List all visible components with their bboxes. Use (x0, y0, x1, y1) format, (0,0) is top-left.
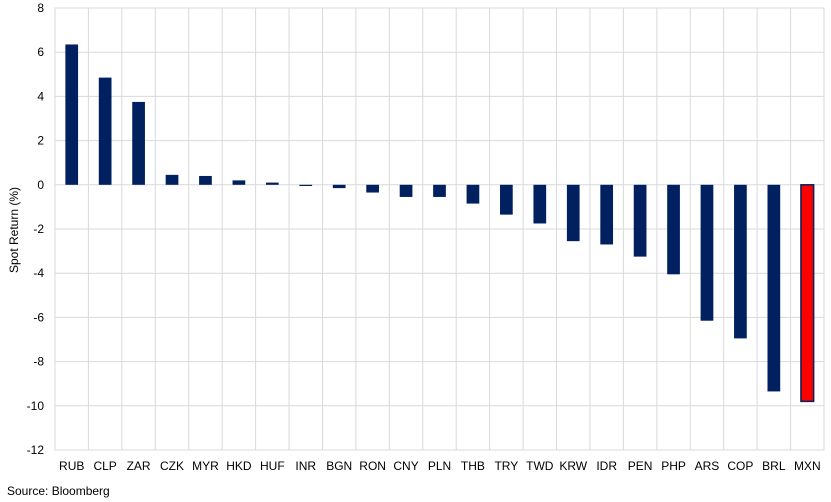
source-note: Source: Bloomberg (7, 484, 110, 498)
y-tick-label: 8 (37, 1, 44, 15)
x-tick-label: IDR (596, 459, 617, 473)
bars (65, 44, 815, 403)
x-tick-label: MXN (794, 459, 821, 473)
x-tick-label: CLP (93, 459, 116, 473)
gridlines (54, 7, 825, 451)
x-tick-label: HKD (226, 459, 252, 473)
x-tick-label: RON (359, 459, 386, 473)
x-tick-label: CNY (393, 459, 418, 473)
bar-mxn (800, 184, 815, 403)
x-tick-label: THB (461, 459, 485, 473)
bar-bgn (332, 184, 346, 189)
bar-ron (366, 184, 379, 193)
x-tick-label: TRY (494, 459, 518, 473)
x-axis-ticks: RUB CLP ZAR CZK MYR HKD HUF INR BGN RON CNY PLN THB T… (59, 459, 821, 473)
bar-huf (265, 182, 279, 185)
bar-myr (199, 175, 212, 185)
bar-pln (433, 184, 446, 197)
bar-cop (734, 184, 747, 339)
x-tick-label: CZK (160, 459, 184, 473)
y-tick-label: -6 (33, 310, 44, 324)
y-tick-label: -2 (33, 222, 44, 236)
y-tick-label: -8 (33, 355, 44, 369)
bar-inr (299, 184, 313, 186)
bar-pen (633, 184, 647, 257)
x-tick-label: PEN (628, 459, 653, 473)
bar-zar (132, 101, 145, 185)
x-tick-label: TWD (526, 459, 554, 473)
x-tick-label: PLN (428, 459, 451, 473)
y-tick-label: -4 (33, 266, 44, 280)
y-tick-label: 6 (37, 45, 44, 59)
bar-idr (600, 184, 614, 245)
y-tick-label: 0 (37, 178, 44, 192)
y-tick-label: 2 (37, 134, 44, 148)
bar-try (500, 184, 513, 215)
bar-thb (466, 184, 480, 204)
bar-ars (700, 184, 714, 321)
y-tick-label: -10 (27, 399, 45, 413)
bar-cny (399, 184, 413, 197)
x-tick-label: COP (727, 459, 753, 473)
y-tick-label: -12 (27, 443, 45, 457)
x-tick-label: MYR (192, 459, 219, 473)
bar-czk (165, 174, 179, 185)
x-tick-label: INR (295, 459, 316, 473)
x-tick-label: HUF (260, 459, 285, 473)
x-tick-label: KRW (559, 459, 587, 473)
x-tick-label: BGN (326, 459, 352, 473)
bar-clp (98, 77, 112, 185)
y-tick-label: 4 (37, 89, 44, 103)
y-axis-label: Spot Return (%) (7, 187, 21, 273)
x-tick-label: RUB (59, 459, 84, 473)
x-tick-label: ZAR (127, 459, 151, 473)
x-tick-label: BRL (762, 459, 786, 473)
bar-rub (65, 44, 79, 185)
bar-hkd (232, 180, 246, 185)
bar-twd (533, 184, 547, 224)
x-tick-label: ARS (695, 459, 720, 473)
bar-brl (767, 184, 781, 392)
bar-php (667, 184, 680, 275)
bar-krw (566, 184, 580, 242)
x-tick-label: PHP (661, 459, 686, 473)
y-axis-ticks: 8 6 4 2 0 -2 -4 -6 -8 -10 -12 (27, 1, 45, 457)
